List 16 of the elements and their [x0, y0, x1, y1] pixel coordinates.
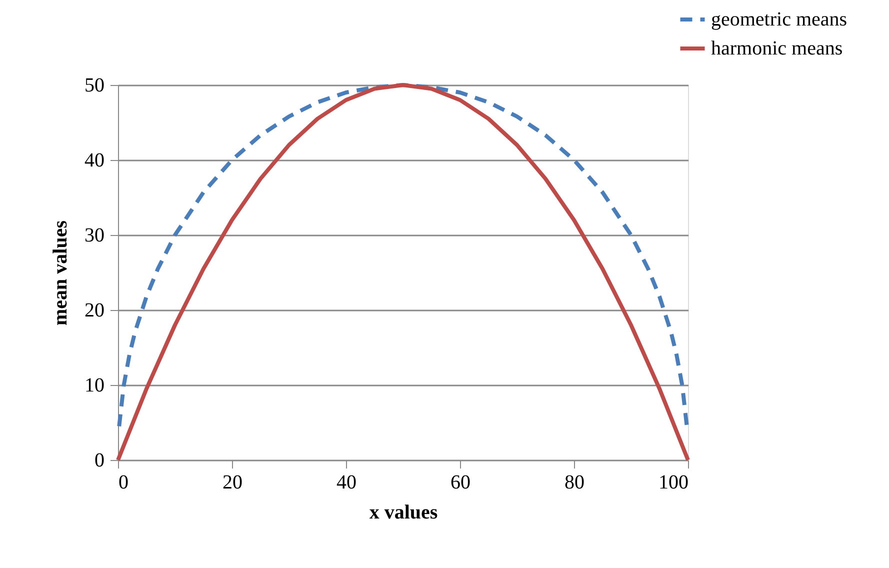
y-tick-label: 30 [84, 224, 104, 246]
x-axis-title: x values [369, 502, 438, 524]
y-tick-label: 20 [84, 300, 104, 322]
x-tick-label: 100 [658, 472, 688, 494]
y-axis-title: mean values [50, 220, 72, 326]
x-tick-label: 40 [336, 472, 356, 494]
y-tick-label: 50 [84, 74, 104, 96]
x-tick-label: 60 [450, 472, 470, 494]
legend-label: harmonic means [711, 38, 843, 60]
x-tick-label: 20 [222, 472, 242, 494]
x-tick-label: 80 [564, 472, 584, 494]
y-tick-label: 40 [84, 150, 104, 172]
y-tick-label: 0 [94, 450, 104, 472]
y-tick-label: 10 [84, 374, 104, 396]
x-tick-label: 0 [118, 472, 128, 494]
legend-label: geometric means [711, 8, 848, 30]
